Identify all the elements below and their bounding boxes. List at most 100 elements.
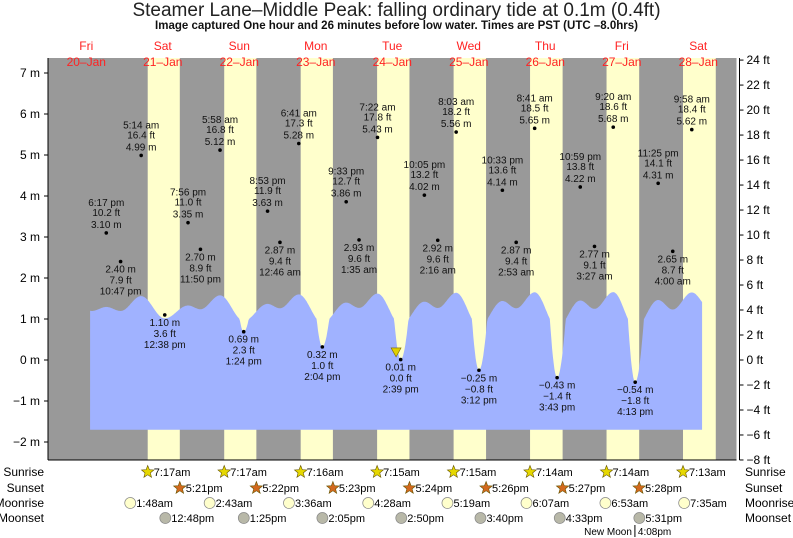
y-tick-label-ft: 16 ft — [747, 153, 771, 167]
tide-low-m-label: 2.70 m — [185, 252, 216, 263]
tide-low-point — [435, 238, 440, 243]
tide-high-point — [218, 148, 222, 152]
tide-low-ft-label: 9.6 ft — [348, 254, 370, 265]
tide-high-m-label: 5.65 m — [519, 115, 550, 126]
moonset-row-label: Moonset — [0, 511, 45, 525]
sunset-icon — [479, 480, 493, 494]
day-of-week-label: Wed — [457, 39, 481, 53]
sunrise-time-label: 7:14am — [536, 467, 573, 479]
tide-high-ft-label: 11.9 ft — [254, 186, 281, 197]
sunrise-time-label: 7:15am — [460, 467, 497, 479]
sunset-time-label: 5:24pm — [415, 483, 452, 495]
tide-low-ft-label: 1.0 ft — [311, 361, 333, 372]
tide-low-time-label: 2:04 pm — [304, 372, 340, 383]
tide-high-point — [611, 125, 616, 129]
sunrise-time-label: 7:15am — [383, 467, 420, 479]
y-tick-label-m: 3 m — [20, 230, 40, 244]
tide-low-m-label: 2.65 m — [657, 254, 688, 265]
moonset-icon — [159, 512, 172, 524]
tide-high-time-label: 6:17 pm — [88, 198, 124, 209]
moonrise-time-label: 5:19am — [453, 498, 490, 510]
sunrise-icon — [446, 464, 461, 478]
sunset-icon — [402, 480, 417, 494]
y-tick-label-ft: 8 ft — [747, 253, 764, 267]
sunset-time-label: 5:23pm — [339, 483, 376, 495]
sunrise-time-label: 7:14am — [613, 467, 650, 479]
tide-high-time-label: 11:25 pm — [638, 148, 679, 159]
tide-high-m-label: 3.86 m — [331, 189, 362, 200]
tide-low-time-label: 12:46 am — [259, 267, 301, 278]
moon-phase-time: 4:08pm — [638, 527, 671, 538]
tide-high-ft-label: 16.4 ft — [127, 130, 155, 141]
tide-low-point — [198, 247, 203, 252]
tide-high-ft-label: 17.8 ft — [364, 112, 392, 123]
moonset-icon — [553, 512, 566, 524]
tide-low-time-label: 2:16 am — [420, 265, 456, 276]
sunrise-row-label-right: Sunrise — [745, 465, 786, 479]
tide-low-ft-label: −1.8 ft — [621, 396, 649, 407]
y-tick-label-ft: −8 ft — [747, 453, 771, 467]
tide-low-point — [398, 357, 403, 362]
y-tick-label-m: 6 m — [20, 107, 40, 121]
tide-high-time-label: 10:33 pm — [482, 155, 524, 166]
tide-high-point — [454, 130, 458, 134]
tide-low-point — [357, 238, 361, 242]
tide-low-m-label: 2.87 m — [265, 245, 296, 256]
tide-low-point — [241, 329, 246, 334]
day-of-week-label: Sat — [689, 39, 708, 53]
tide-low-point — [592, 244, 597, 249]
tide-low-ft-label: 8.7 ft — [662, 265, 684, 276]
tide-high-time-label: 7:56 pm — [170, 188, 206, 199]
tide-low-time-label: 11:50 pm — [180, 274, 221, 285]
tide-high-m-label: 4.22 m — [565, 174, 596, 185]
y-tick-label-m: 4 m — [20, 189, 40, 203]
date-label: 27–Jan — [602, 55, 641, 69]
moonset-icon — [316, 512, 329, 524]
day-of-week-label: Fri — [615, 39, 629, 53]
moonset-time-label: 5:31pm — [645, 513, 682, 525]
tide-low-m-label: 2.77 m — [579, 249, 610, 260]
day-of-week-label: Sun — [229, 39, 250, 53]
current-tide-marker-icon — [390, 347, 402, 358]
tide-high-ft-label: 18.2 ft — [442, 107, 470, 118]
tide-low-time-label: 12:38 pm — [144, 340, 186, 351]
tide-high-point — [139, 153, 143, 158]
moonset-icon — [237, 512, 250, 524]
tide-low-point — [118, 259, 123, 264]
tide-high-time-label: 10:59 pm — [559, 152, 601, 163]
y-tick-label-ft: 18 ft — [747, 128, 771, 142]
day-of-week-label: Tue — [382, 39, 403, 53]
tide-low-time-label: 10:47 pm — [100, 287, 142, 298]
tide-low-time-label: 4:13 pm — [617, 407, 653, 418]
tide-high-ft-label: 11.0 ft — [174, 198, 201, 209]
sunset-row-label: Sunset — [7, 481, 45, 495]
day-of-week-label: Fri — [79, 39, 93, 53]
tide-low-point — [162, 313, 167, 317]
moonrise-icon — [203, 497, 216, 509]
tide-high-point — [344, 199, 348, 204]
tide-low-ft-label: 9.4 ft — [505, 256, 527, 267]
tide-low-time-label: 3:43 pm — [539, 403, 575, 414]
moonrise-time-label: 3:36am — [295, 498, 332, 510]
y-tick-label-m: 0 m — [20, 353, 40, 367]
tide-low-ft-label: 0.0 ft — [390, 374, 412, 385]
sunrise-icon — [523, 464, 537, 478]
tide-high-time-label: 5:14 am — [123, 120, 159, 131]
tide-low-time-label: 2:39 pm — [383, 385, 419, 396]
tide-high-ft-label: 12.7 ft — [332, 177, 360, 188]
tide-low-ft-label: 2.3 ft — [233, 346, 255, 357]
y-tick-label-m: −1 m — [13, 394, 40, 408]
day-of-week-label: Thu — [535, 39, 556, 53]
tide-high-ft-label: 13.2 ft — [410, 170, 438, 181]
tide-high-point — [375, 135, 380, 140]
sunrise-time-label: 7:17am — [230, 467, 267, 479]
tide-low-point — [555, 375, 559, 380]
tide-low-m-label: 2.87 m — [501, 245, 532, 256]
moonrise-row-label: Moonrise — [0, 496, 44, 510]
sunset-icon — [325, 480, 340, 494]
tide-high-m-label: 5.28 m — [284, 131, 315, 142]
tide-high-ft-label: 13.8 ft — [566, 162, 594, 173]
tide-low-m-label: −0.25 m — [461, 373, 497, 384]
tide-low-point — [320, 345, 325, 349]
